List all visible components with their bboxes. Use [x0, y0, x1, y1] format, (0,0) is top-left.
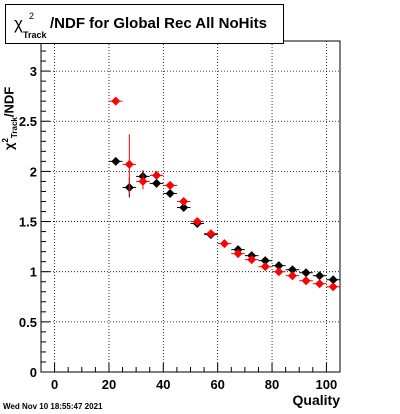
data-point	[176, 196, 191, 206]
data-point	[149, 178, 164, 188]
diamond-marker	[328, 275, 338, 285]
data-point	[258, 256, 273, 266]
x-tick-label: 80	[265, 377, 279, 392]
diamond-marker	[287, 271, 297, 281]
data-points	[108, 96, 340, 292]
diamond-marker	[301, 276, 311, 286]
plot-frame	[40, 40, 341, 373]
diamond-marker	[315, 271, 325, 281]
data-point	[231, 249, 245, 259]
diamond-marker	[247, 255, 257, 265]
data-point	[272, 261, 286, 271]
x-tick-label: 40	[156, 377, 170, 392]
data-point	[108, 156, 123, 166]
y-tick-label: 0.5	[19, 315, 37, 330]
diamond-marker	[260, 262, 270, 272]
y-tick-label: 1.5	[19, 215, 37, 230]
chart-title: /NDF for Global Rec All NoHits	[50, 15, 267, 32]
diamond-marker	[152, 178, 162, 188]
x-tick-label: 20	[102, 377, 116, 392]
x-tick-label: 60	[210, 377, 224, 392]
x-axis-label: Quality	[292, 392, 340, 408]
y-label-sub: Track	[9, 117, 19, 139]
data-point	[190, 217, 205, 227]
y-label-sup: 2	[1, 138, 10, 143]
data-point	[272, 267, 286, 277]
data-point	[326, 275, 340, 285]
y-axis-label: χ2Track/NDF	[1, 70, 21, 150]
diamond-marker	[219, 239, 229, 249]
data-point	[299, 268, 313, 278]
diamond-marker	[179, 196, 189, 206]
data-point	[299, 276, 313, 286]
diamond-marker	[301, 268, 311, 278]
diamond-marker	[179, 203, 189, 213]
y-tick-label: 0	[30, 365, 37, 380]
diamond-marker	[233, 249, 243, 259]
diamond-marker	[138, 176, 148, 186]
diamond-marker	[192, 217, 202, 227]
data-point	[258, 262, 273, 272]
data-point	[163, 188, 177, 198]
diamond-marker	[124, 159, 134, 169]
data-point	[217, 239, 232, 249]
diamond-marker	[165, 180, 175, 190]
title-subscript: Track	[23, 30, 47, 40]
data-point	[136, 173, 150, 190]
data-point	[122, 134, 137, 195]
data-point	[163, 180, 177, 190]
grid-lines	[41, 41, 340, 373]
diamond-marker	[260, 256, 270, 266]
data-point	[312, 279, 327, 289]
diamond-marker	[328, 282, 338, 292]
data-point	[176, 203, 191, 213]
y-tick-label: 2	[30, 164, 37, 179]
tick-labels: 0 20 40 60 80 100 0 0.5 1 1.5 2 2.5 3	[19, 64, 337, 392]
diamond-marker	[152, 170, 162, 180]
x-tick-label: 100	[316, 377, 338, 392]
diamond-marker	[165, 188, 175, 198]
diamond-marker	[111, 96, 121, 106]
x-tick-label: 0	[51, 377, 58, 392]
title-superscript: 2	[29, 11, 35, 21]
data-point	[204, 229, 218, 239]
data-point	[312, 271, 327, 281]
diamond-marker	[315, 279, 325, 289]
y-label-chi: χ	[1, 142, 17, 150]
y-label-text: /NDF	[1, 86, 17, 118]
data-point	[285, 265, 300, 275]
y-tick-label: 2.5	[19, 114, 37, 129]
diamond-marker	[111, 156, 121, 166]
y-tick-label: 1	[30, 265, 37, 280]
y-tick-label: 3	[30, 64, 37, 79]
diamond-marker	[274, 261, 284, 271]
axis-ticks	[40, 50, 341, 373]
diamond-marker	[206, 229, 216, 239]
diamond-marker	[287, 265, 297, 275]
title-chi: χ	[14, 14, 23, 33]
data-point	[149, 170, 164, 180]
chart-title-box: χ 2 Track /NDF for Global Rec All NoHits	[5, 4, 284, 44]
data-point	[108, 96, 123, 106]
data-point	[285, 271, 300, 281]
data-point	[326, 282, 340, 292]
timestamp: Wed Nov 10 18:55:47 2021	[3, 402, 103, 411]
data-point	[244, 255, 259, 265]
diamond-marker	[274, 267, 284, 277]
